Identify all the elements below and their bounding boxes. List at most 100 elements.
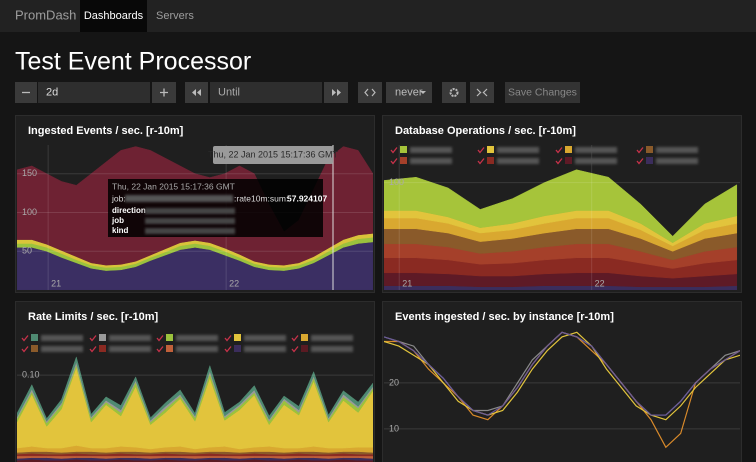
redacted bbox=[109, 346, 151, 352]
panel-title: Rate Limits / sec. [r-10m] bbox=[28, 311, 159, 323]
tooltip-label: direction bbox=[112, 206, 146, 215]
check-icon bbox=[21, 335, 29, 342]
y-tick-label: 100 bbox=[389, 177, 404, 187]
save-button[interactable] bbox=[505, 82, 580, 103]
legend-item[interactable] bbox=[477, 157, 539, 165]
legend-item[interactable] bbox=[224, 334, 286, 342]
fullscreen-button[interactable] bbox=[470, 82, 494, 103]
until-input[interactable] bbox=[210, 82, 322, 103]
legend-item[interactable] bbox=[291, 345, 353, 353]
line bbox=[384, 331, 740, 416]
redacted bbox=[656, 147, 698, 153]
plot bbox=[384, 145, 740, 290]
legend-item[interactable] bbox=[555, 157, 617, 165]
refresh-value: never bbox=[395, 86, 423, 98]
legend-item[interactable] bbox=[390, 157, 452, 165]
tooltip-label: kind bbox=[112, 226, 129, 235]
legend-item[interactable] bbox=[21, 334, 83, 342]
x-tick-label: 21 bbox=[51, 278, 61, 288]
back-button[interactable] bbox=[185, 82, 208, 103]
line bbox=[384, 331, 740, 421]
legend-swatch bbox=[234, 334, 241, 341]
plus-icon bbox=[160, 88, 168, 97]
legend-item[interactable] bbox=[636, 157, 698, 165]
nav-tab[interactable]: Servers bbox=[156, 10, 194, 22]
legend-item[interactable] bbox=[555, 146, 617, 154]
redacted bbox=[311, 346, 353, 352]
redacted bbox=[145, 208, 235, 214]
legend-item[interactable] bbox=[291, 334, 353, 342]
legend-item[interactable] bbox=[21, 345, 83, 353]
x-tick-label: 21 bbox=[402, 278, 412, 288]
legend-swatch bbox=[400, 157, 407, 164]
refresh-dropdown[interactable] bbox=[386, 82, 432, 103]
redacted bbox=[41, 335, 83, 341]
active-tab[interactable] bbox=[80, 0, 147, 32]
legend-swatch bbox=[99, 334, 106, 341]
hover-time-box bbox=[213, 146, 333, 164]
tooltip-value: 57.924107 bbox=[287, 193, 327, 203]
page-title: Test Event Processor bbox=[15, 48, 251, 76]
redacted bbox=[497, 158, 539, 164]
range-input[interactable] bbox=[38, 82, 150, 103]
tooltip-metric: :rate10m:sum: bbox=[234, 193, 288, 203]
area bbox=[384, 169, 738, 244]
redacted bbox=[575, 158, 617, 164]
nav-tab[interactable]: Dashboards bbox=[84, 10, 144, 22]
check-icon bbox=[291, 346, 299, 353]
legend-item[interactable] bbox=[89, 345, 151, 353]
legend-swatch bbox=[166, 334, 173, 341]
area bbox=[17, 455, 373, 459]
caret bbox=[420, 91, 426, 94]
redacted bbox=[109, 335, 151, 341]
check-icon bbox=[224, 335, 232, 342]
redacted bbox=[575, 147, 617, 153]
code-icon bbox=[364, 88, 376, 97]
check-icon bbox=[555, 158, 563, 165]
panel-title: Events ingested / sec. by instance [r-10… bbox=[395, 311, 614, 323]
y-tick-label: 100 bbox=[22, 207, 37, 217]
legend-swatch bbox=[31, 345, 38, 352]
legend-swatch bbox=[487, 157, 494, 164]
redacted bbox=[145, 218, 235, 224]
hover-time: Thu, 22 Jan 2015 15:17:36 GMT bbox=[208, 149, 339, 159]
check-icon bbox=[21, 346, 29, 353]
save-label: Save Changes bbox=[508, 86, 577, 98]
redacted bbox=[244, 346, 286, 352]
check-icon bbox=[156, 346, 164, 353]
check-icon bbox=[477, 147, 485, 154]
legend-item[interactable] bbox=[224, 345, 286, 353]
legend-item[interactable] bbox=[89, 334, 151, 342]
legend-swatch bbox=[646, 146, 653, 153]
redacted bbox=[125, 195, 233, 202]
legend-swatch bbox=[301, 334, 308, 341]
legend-item[interactable] bbox=[636, 146, 698, 154]
gear-icon bbox=[449, 88, 459, 97]
legend-item[interactable] bbox=[477, 146, 539, 154]
settings-button[interactable] bbox=[442, 82, 466, 103]
legend-swatch bbox=[565, 157, 572, 164]
check-icon bbox=[390, 158, 398, 165]
y-tick-label: 0.10 bbox=[22, 370, 40, 380]
tooltips: Thu, 22 Jan 2015 15:17:36 GMT Thu, 22 Ja… bbox=[108, 145, 339, 290]
legend-swatch bbox=[166, 345, 173, 352]
redacted bbox=[41, 346, 83, 352]
refresh-button[interactable] bbox=[358, 82, 382, 103]
legend-item[interactable] bbox=[156, 334, 218, 342]
redacted bbox=[176, 335, 218, 341]
legend-item[interactable] bbox=[390, 146, 452, 154]
check-icon bbox=[291, 335, 299, 342]
check-icon bbox=[477, 158, 485, 165]
redacted bbox=[145, 228, 235, 234]
redacted bbox=[410, 158, 452, 164]
x-tick-label: 22 bbox=[229, 278, 239, 288]
legend-swatch bbox=[234, 345, 241, 352]
legend-item[interactable] bbox=[156, 345, 218, 353]
panel bbox=[382, 301, 742, 462]
check-icon bbox=[156, 335, 164, 342]
until-placeholder: Until bbox=[218, 86, 240, 98]
check-icon bbox=[390, 147, 398, 154]
y-tick-label: 50 bbox=[22, 246, 32, 256]
y-tick-label: 150 bbox=[22, 168, 37, 178]
brand[interactable]: PromDash bbox=[15, 7, 76, 22]
